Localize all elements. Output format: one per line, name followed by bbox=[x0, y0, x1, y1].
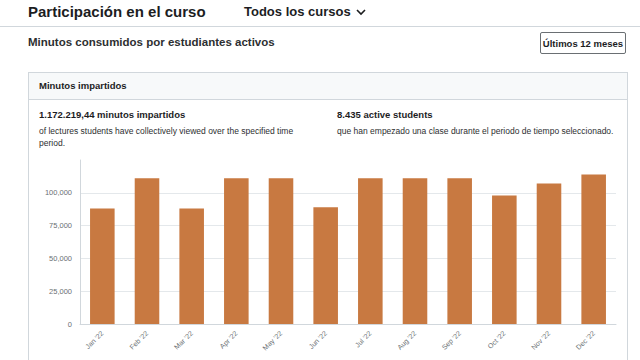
svg-text:Nov '22: Nov '22 bbox=[530, 329, 552, 351]
html-text:Participación en el curso: Participación en el curso bbox=[28, 3, 206, 20]
svg-text:Jan '22: Jan '22 bbox=[84, 329, 105, 350]
svg-text:Jul '22: Jul '22 bbox=[354, 329, 373, 348]
svg-text:Dec '22: Dec '22 bbox=[575, 329, 597, 351]
svg-text:Feb '22: Feb '22 bbox=[128, 329, 149, 350]
html-text:Todos los cursos: Todos los cursos bbox=[244, 4, 351, 19]
svg-text:Aug '22: Aug '22 bbox=[396, 329, 418, 351]
html-text:8.435 active students: 8.435 active students bbox=[337, 109, 433, 120]
html-text:of lectures students have coll: of lectures students have collectively v… bbox=[39, 126, 294, 148]
html-text:1.172.219,44 minutos impartido: 1.172.219,44 minutos impartidos bbox=[39, 109, 186, 120]
svg-text:Mar '22: Mar '22 bbox=[173, 329, 194, 350]
svg-text:25,000: 25,000 bbox=[49, 287, 72, 296]
svg-text:May '22: May '22 bbox=[261, 329, 284, 352]
html-text:que han empezado una clase dur: que han empezado una clase durante el pe… bbox=[337, 126, 614, 136]
html-text:Últimos 12 meses: Últimos 12 meses bbox=[542, 38, 624, 49]
svg-text:75,000: 75,000 bbox=[49, 221, 72, 230]
svg-text:0: 0 bbox=[68, 320, 72, 329]
svg-text:Apr '22: Apr '22 bbox=[218, 329, 239, 350]
html-text:Minutos consumidos por estudia: Minutos consumidos por estudiantes activ… bbox=[28, 36, 275, 48]
svg-text:Oct '22: Oct '22 bbox=[486, 329, 507, 350]
html-text:Minutos impartidos: Minutos impartidos bbox=[39, 80, 127, 91]
svg-text:50,000: 50,000 bbox=[49, 254, 72, 263]
svg-text:100,000: 100,000 bbox=[45, 188, 72, 197]
svg-text:Jun '22: Jun '22 bbox=[307, 329, 328, 350]
svg-text:Sep '22: Sep '22 bbox=[441, 329, 463, 351]
